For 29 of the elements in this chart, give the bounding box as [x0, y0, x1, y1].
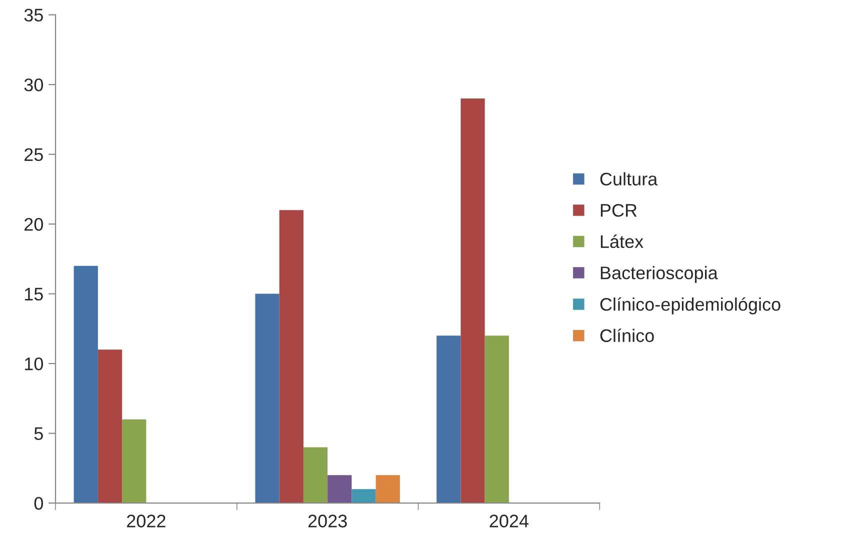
bar [122, 419, 146, 504]
bar [74, 266, 98, 504]
y-tick-label: 10 [24, 357, 43, 370]
x-tick-label: 2022 [127, 514, 166, 528]
bar [352, 489, 376, 504]
x-tick-label: 2024 [490, 514, 528, 528]
bar [328, 475, 352, 504]
y-tick-label: 20 [24, 218, 43, 231]
legend-label: Látex [600, 234, 644, 248]
y-tick-label: 5 [34, 427, 43, 440]
legend-label: Cultura [600, 172, 658, 186]
bar [255, 294, 280, 504]
bar [484, 336, 509, 504]
bar [460, 98, 485, 504]
legend-label: Bacterioscopia [600, 266, 718, 283]
y-tick-label: 0 [34, 497, 43, 510]
y-tick-label: 25 [24, 148, 43, 162]
legend-label: Clínico [600, 328, 654, 342]
legend-label: PCR [600, 204, 637, 217]
bar [98, 350, 122, 504]
y-tick-label: 30 [24, 78, 43, 92]
y-tick-label: 35 [24, 8, 43, 22]
x-tick-label: 2023 [308, 514, 347, 528]
bar [376, 475, 400, 504]
bar [303, 447, 328, 504]
y-tick-label: 15 [24, 288, 43, 301]
bar [436, 336, 461, 504]
bar [279, 210, 304, 504]
legend-label: Clínico-epidemiológico [600, 297, 780, 314]
